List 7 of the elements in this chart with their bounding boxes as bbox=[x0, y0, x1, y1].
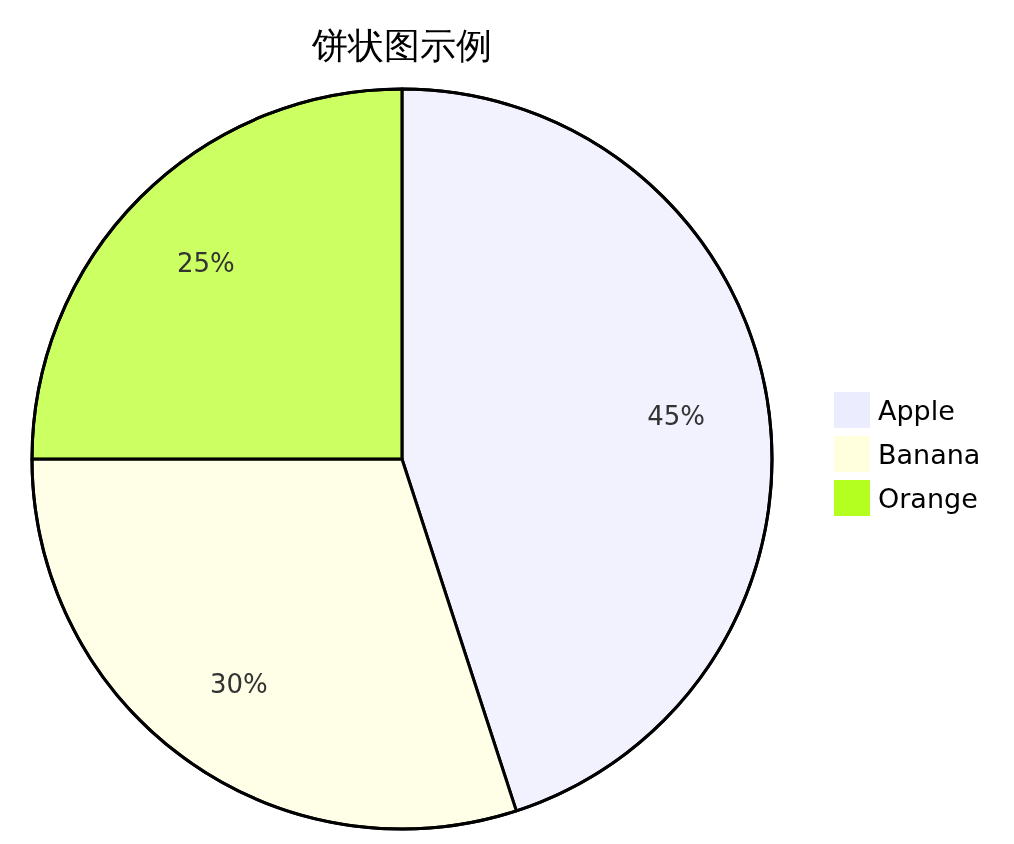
data-label: 25% bbox=[176, 247, 235, 278]
legend-label: Apple bbox=[878, 395, 955, 426]
legend-label: Orange bbox=[878, 483, 978, 514]
legend-label: Banana bbox=[878, 439, 981, 470]
chart-title: 饼状图示例 bbox=[311, 25, 492, 66]
data-label: 45% bbox=[647, 400, 705, 431]
data-label: 30% bbox=[209, 668, 268, 699]
